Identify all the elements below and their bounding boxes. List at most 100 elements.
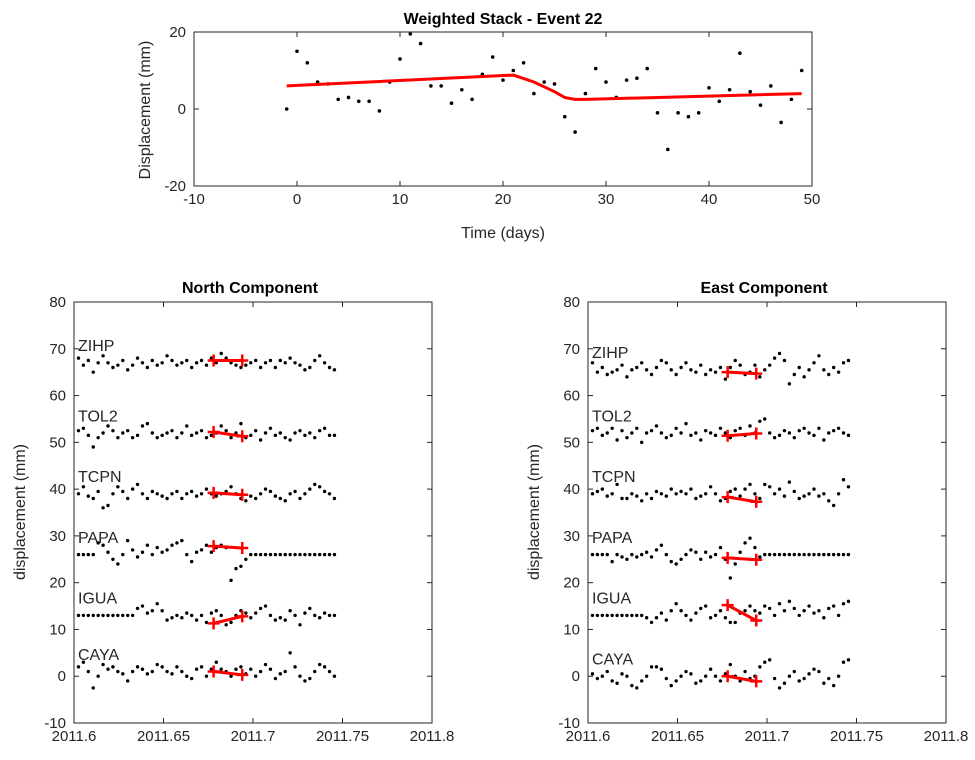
station-data-point [303,492,307,496]
station-data-point [640,499,644,503]
station-fit-marker [750,495,763,508]
stack-data-point [336,97,341,102]
east-y-tick-label: 0 [572,668,580,685]
station-data-point [664,361,669,365]
station-data-point [787,599,792,604]
station-data-point [797,552,801,557]
station-data-point [763,552,767,557]
stack-x-tick-label: 50 [804,191,821,208]
station-data-point [812,433,816,438]
station-data-point [763,604,767,608]
station-data-point [327,669,332,674]
station-data-point [684,361,688,365]
station-data-point [283,552,287,557]
station-fit-marker [721,551,734,564]
stack-x-tick-label: 0 [293,191,301,208]
station-data-point [180,496,184,501]
station-data-point [219,667,223,671]
station-data-point [654,424,659,428]
east-x-tick-label: 2011.75 [830,728,883,745]
station-data-point [180,431,184,435]
station-fit-marker [236,668,249,681]
station-data-point [689,548,693,552]
station-data-point [605,372,609,377]
station-data-point [743,541,747,545]
station-data-point [239,365,243,370]
station-data-point [263,431,268,435]
north-y-tick-label: 50 [49,434,66,451]
station-data-point [165,548,169,552]
station-data-point [234,667,238,671]
east-panel: East Component displacement (mm) 2011.6 2… [526,280,968,745]
station-data-point [308,606,312,611]
station-data-point [81,426,86,430]
station-data-point [332,496,337,501]
station-data-point [753,363,757,367]
east-y-tick-label: 70 [563,341,580,358]
station-data-point [812,361,816,365]
station-data-point [625,613,629,618]
station-data-point [733,428,737,433]
station-data-point [812,611,816,615]
stack-data-point [624,78,629,82]
station-data-point [106,550,110,554]
station-data-point [787,552,792,557]
north-y-tick-label: 40 [49,481,66,498]
station-data-point [728,662,733,667]
station-data-point [111,492,115,496]
station-data-point [777,351,782,356]
station-data-point [630,431,634,435]
station-data-point [145,672,150,676]
station-data-point [625,375,629,379]
station-data-point [699,606,703,611]
station-data-point [846,599,851,604]
station-data-point [332,368,337,372]
station-fit-line [726,603,757,622]
station-data-point [674,426,678,430]
station-data-point [748,482,752,487]
station-data-point [308,431,312,435]
station-data-point [135,356,140,360]
stack-fit-line [286,73,802,101]
station-data-point [595,552,600,557]
station-data-point [160,361,164,365]
stack-data-point [676,111,680,115]
station-data-point [644,368,649,372]
north-y-tick-label: 60 [49,388,66,405]
station-data-point [748,604,752,608]
stack-data-point [707,86,711,90]
station-data-point [767,658,772,662]
station-data-point [283,499,287,503]
station-data-point [822,368,826,372]
station-data-point [738,426,742,430]
station-data-point [175,613,179,618]
station-data-point [273,676,278,681]
station-data-point [258,669,263,674]
station-data-point [777,602,782,606]
station-data-point [317,428,322,433]
station-data-point [165,496,169,501]
station-data-point [644,674,649,678]
station-data-point [126,538,130,543]
station-data-point [308,365,312,370]
station-data-point [209,611,214,615]
station-data-point [699,557,703,561]
stack-data-point [377,109,382,113]
station-data-point [180,616,184,620]
station-data-point [797,428,801,433]
station-data-point [86,669,91,674]
station-data-point [180,669,184,674]
station-fit-marker [750,675,763,688]
station-data-point [758,665,762,669]
station-data-point [728,620,733,625]
station-data-point [723,377,728,381]
station-data-point [322,611,327,615]
station-data-point [738,363,742,367]
station-data-point [836,674,841,678]
station-data-point [822,438,826,442]
station-data-point [332,613,337,618]
stack-data-point [357,99,361,104]
station-data-point [590,361,595,365]
east-x-tick-label: 2011.65 [651,728,704,745]
station-fit-marker [750,553,763,566]
